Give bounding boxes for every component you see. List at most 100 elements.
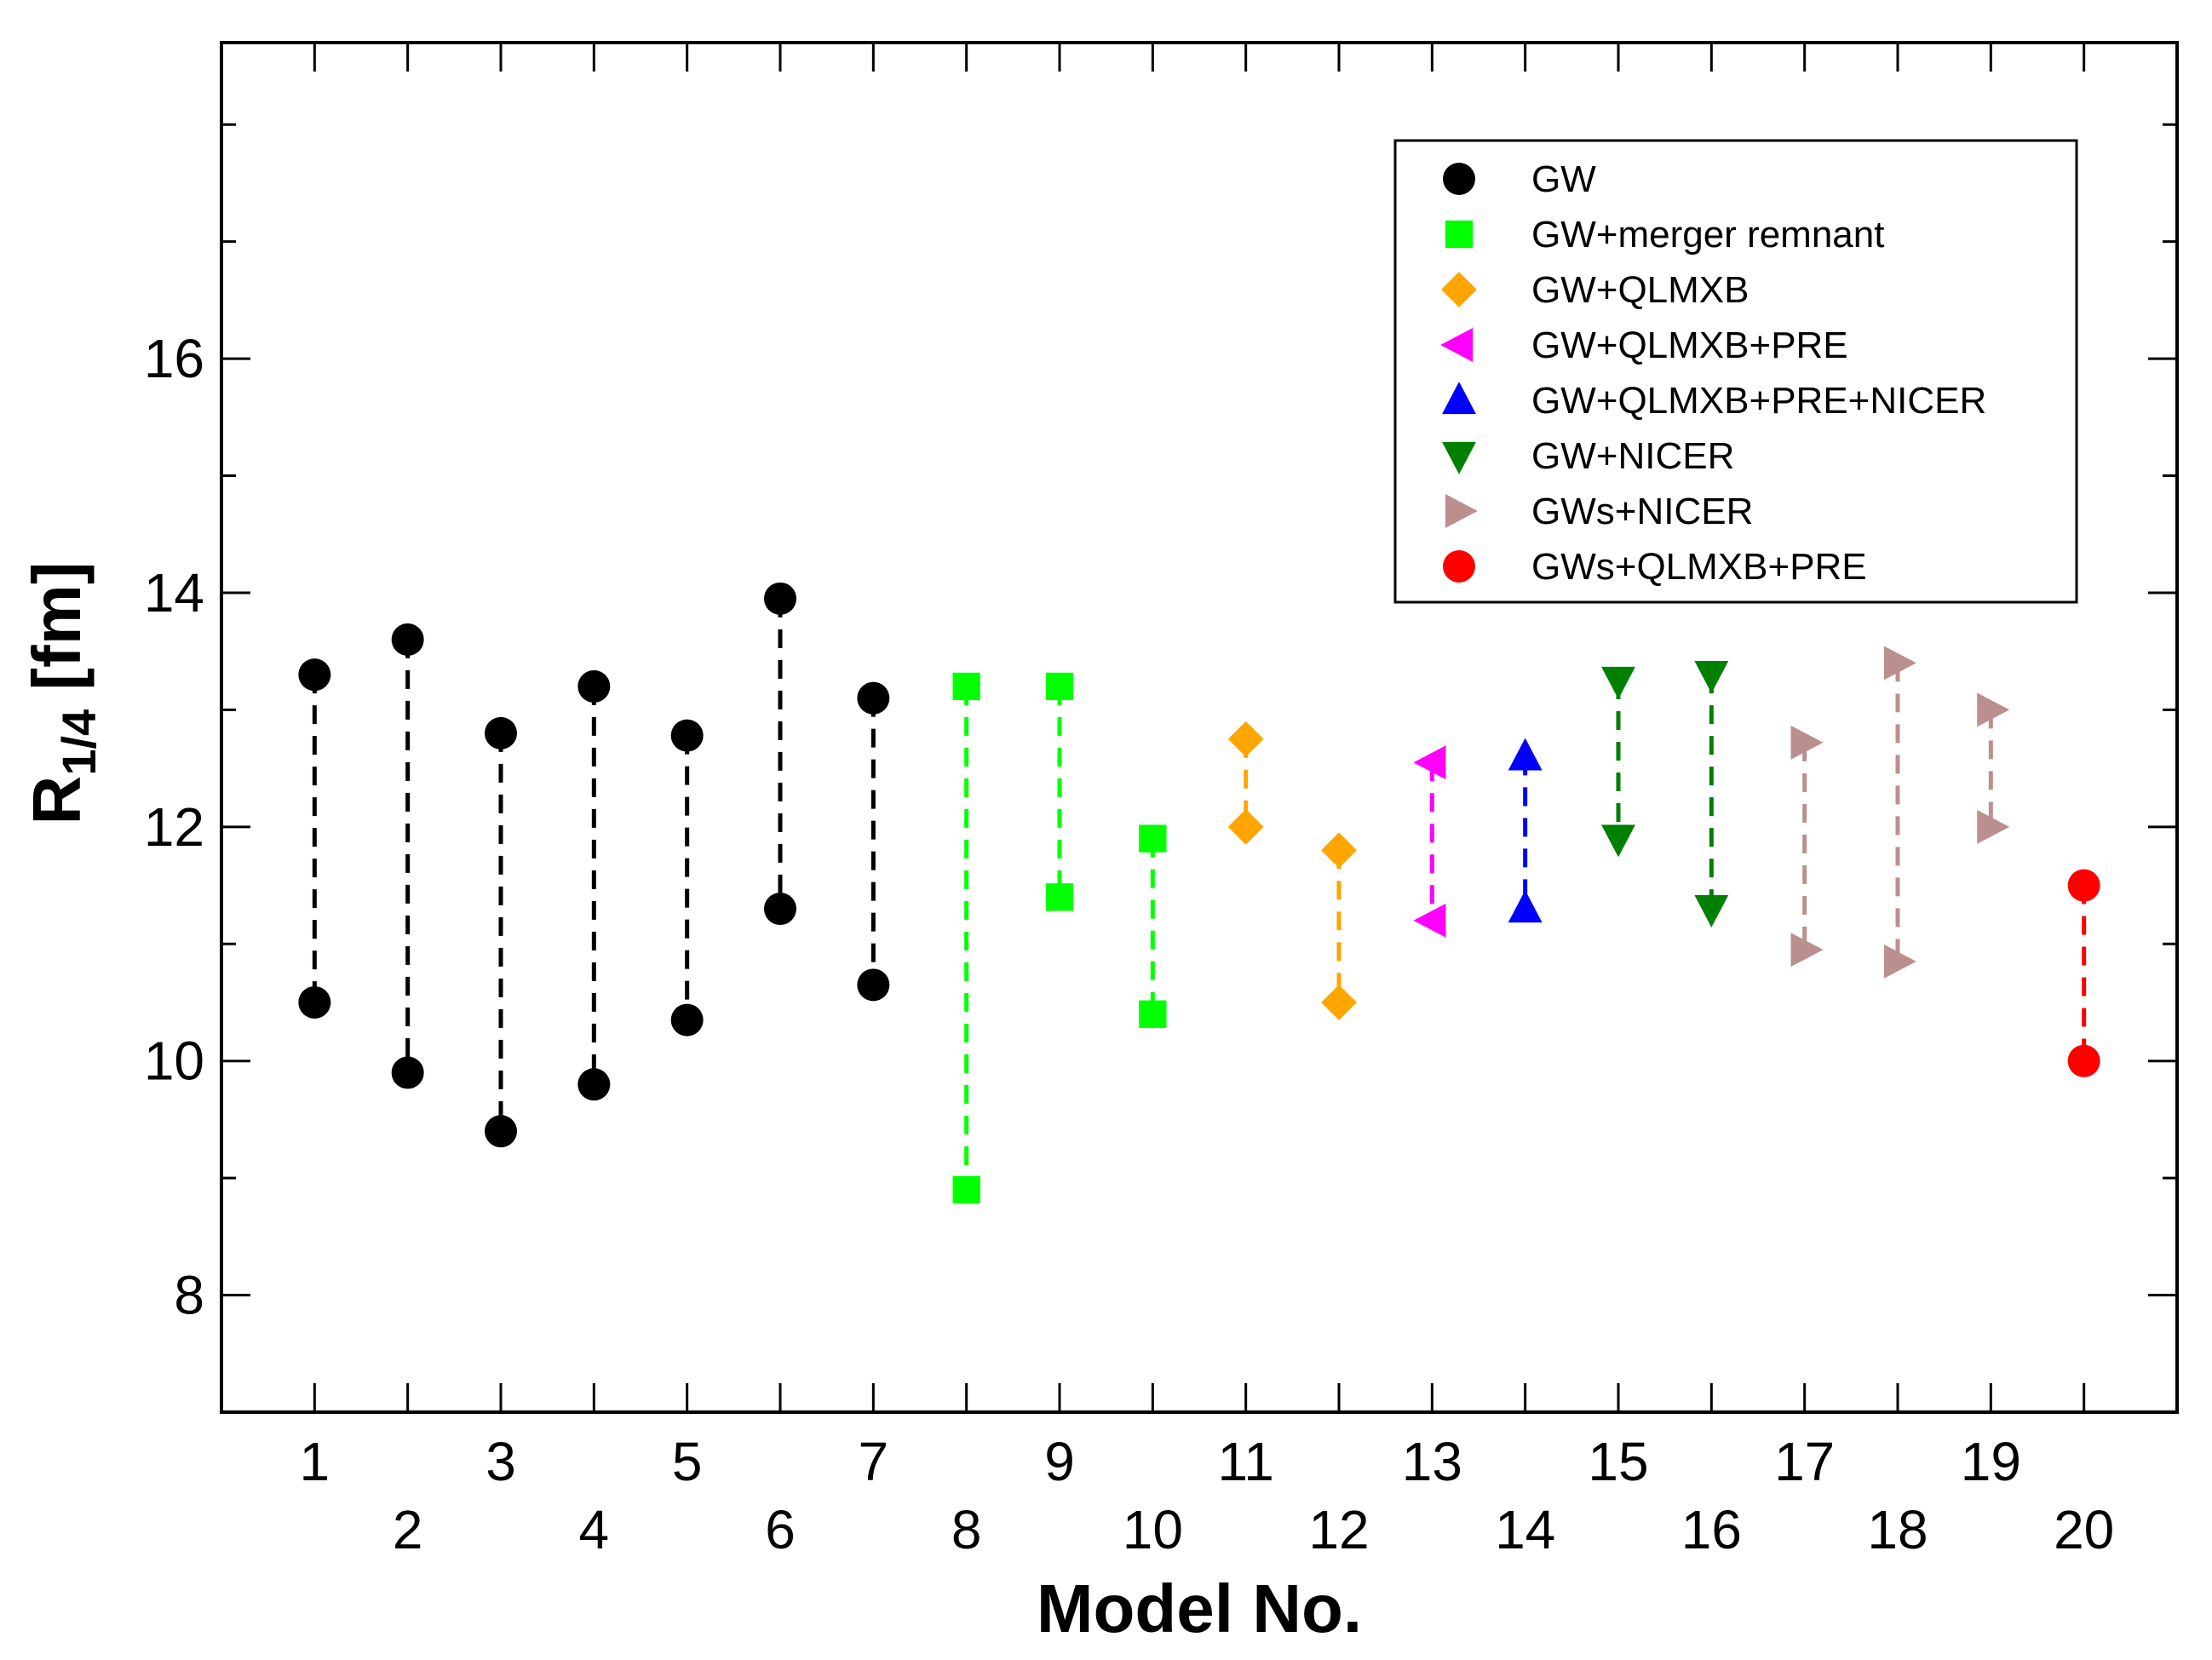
legend-marker <box>1442 382 1476 415</box>
x-tick-label: 9 <box>1044 1431 1075 1492</box>
y-tick-label: 14 <box>144 562 204 623</box>
marker-max-model-3 <box>485 716 517 750</box>
marker-max-model-20 <box>2067 869 2100 902</box>
legend: GW GW+merger remnant GW+QLMXB GW+QLMXB+PRE G… <box>1393 139 2078 604</box>
marker-min-model-4 <box>577 1068 611 1101</box>
y-tick-label: 8 <box>174 1265 204 1326</box>
legend-label: GWs+QLMXB+PRE <box>1531 546 1867 588</box>
marker-max-model-13 <box>1413 745 1446 780</box>
y-axis-title-subscript: 1/4 <box>52 709 106 776</box>
y-tick-label: 16 <box>144 328 204 389</box>
x-tick-label: 19 <box>1961 1431 2021 1492</box>
marker-min-model-10 <box>1139 1000 1167 1028</box>
legend-label: GW+merger remnant <box>1531 214 1884 256</box>
legend-item-gws-nicer: GWs+NICER <box>1445 491 1753 532</box>
marker-max-model-6 <box>764 582 796 615</box>
legend-item-gw: GW <box>1443 158 1596 200</box>
marker-max-model-18 <box>1883 646 1916 681</box>
legend-label: GW+QLMXB+PRE <box>1531 325 1848 366</box>
series-gws-nicer <box>1790 646 2010 979</box>
x-tick-label: 20 <box>2054 1499 2114 1560</box>
marker-min-model-12 <box>1321 985 1357 1020</box>
marker-max-model-10 <box>1139 824 1167 853</box>
marker-max-model-16 <box>1694 661 1729 694</box>
marker-min-model-1 <box>298 985 331 1019</box>
legend-label: GW+QLMXB+PRE+NICER <box>1531 380 1986 422</box>
marker-min-model-6 <box>764 893 796 926</box>
legend-item-gw-merger-remnant: GW+merger remnant <box>1445 214 1884 256</box>
x-tick-label: 11 <box>1217 1431 1273 1492</box>
marker-min-model-19 <box>1977 809 2010 844</box>
x-tick-label: 5 <box>672 1431 703 1492</box>
marker-min-model-5 <box>670 1003 704 1037</box>
legend-marker <box>1440 328 1474 362</box>
x-tick-label: 17 <box>1774 1431 1835 1492</box>
x-tick-label: 13 <box>1402 1431 1462 1492</box>
x-tick-label: 14 <box>1495 1499 1555 1560</box>
x-tick-label: 10 <box>1123 1499 1183 1560</box>
y-axis-title-unit: [fm] <box>19 562 95 709</box>
data-layer <box>298 582 2100 1204</box>
legend-label: GW+NICER <box>1531 435 1734 477</box>
legend-label: GWs+NICER <box>1531 491 1753 532</box>
series-gws-qlmxb-pre <box>2067 869 2100 1077</box>
y-tick-label: 10 <box>144 1031 204 1092</box>
marker-max-model-2 <box>391 623 424 656</box>
y-tick-label: 12 <box>144 796 204 858</box>
marker-min-model-18 <box>1883 944 1916 979</box>
marker-min-model-14 <box>1508 890 1543 923</box>
x-tick-label: 3 <box>485 1431 516 1492</box>
legend-marker <box>1443 550 1475 583</box>
marker-min-model-8 <box>952 1175 980 1204</box>
legend-marker <box>1445 494 1478 528</box>
marker-min-model-3 <box>485 1115 517 1148</box>
marker-min-model-7 <box>857 968 890 1002</box>
x-tick-label: 18 <box>1867 1499 1928 1560</box>
marker-max-model-15 <box>1601 666 1635 699</box>
x-tick-label: 4 <box>579 1499 610 1560</box>
x-tick-label: 15 <box>1588 1431 1648 1492</box>
legend-marker <box>1445 220 1474 249</box>
series-gw <box>298 582 890 1148</box>
legend-item-gw-qlmxb: GW+QLMXB <box>1441 269 1749 311</box>
legend-items: GW GW+merger remnant GW+QLMXB GW+QLMXB+PRE G… <box>1440 158 1986 588</box>
marker-min-model-17 <box>1790 933 1824 968</box>
marker-max-model-5 <box>670 719 704 752</box>
x-tick-label: 8 <box>951 1499 982 1560</box>
x-tick-label: 12 <box>1308 1499 1369 1560</box>
legend-marker <box>1441 272 1477 307</box>
marker-max-model-17 <box>1790 725 1824 760</box>
plot-frame <box>220 41 2179 1414</box>
marker-max-model-4 <box>577 669 611 703</box>
x-tick-label: 6 <box>765 1499 796 1560</box>
legend-item-gws-qlmxb-pre: GWs+QLMXB+PRE <box>1443 546 1867 588</box>
marker-max-model-9 <box>1045 672 1074 701</box>
series-gw-nicer <box>1601 661 1729 928</box>
legend-box <box>1393 139 2078 604</box>
marker-min-model-9 <box>1045 883 1074 911</box>
series-gw-qlmxb-pre-nicer <box>1508 738 1543 923</box>
marker-min-model-16 <box>1694 894 1729 928</box>
legend-item-gw-nicer: GW+NICER <box>1442 435 1734 477</box>
series-gw-merger-remnant <box>952 672 1167 1204</box>
marker-min-model-2 <box>391 1056 424 1089</box>
series-gw-qlmxb <box>1227 721 1357 1020</box>
legend-label: GW <box>1531 158 1596 200</box>
x-tick-label: 2 <box>393 1499 423 1560</box>
marker-max-model-14 <box>1508 738 1543 771</box>
marker-max-model-7 <box>857 681 890 715</box>
x-tick-label: 1 <box>300 1431 330 1492</box>
marker-min-model-11 <box>1227 808 1264 845</box>
series-gw-qlmxb-pre <box>1413 745 1446 938</box>
marker-max-model-12 <box>1321 832 1357 869</box>
marker-min-model-20 <box>2067 1044 2100 1077</box>
legend-item-gw-qlmxb-pre: GW+QLMXB+PRE <box>1440 325 1848 366</box>
y-axis-title-main: R <box>19 776 95 825</box>
legend-item-gw-qlmxb-pre-nicer: GW+QLMXB+PRE+NICER <box>1442 380 1986 422</box>
marker-max-model-11 <box>1227 721 1264 757</box>
marker-min-model-15 <box>1601 824 1635 858</box>
x-tick-label: 16 <box>1681 1499 1742 1560</box>
legend-label: GW+QLMXB <box>1531 269 1749 311</box>
x-tick-label: 7 <box>859 1431 889 1492</box>
